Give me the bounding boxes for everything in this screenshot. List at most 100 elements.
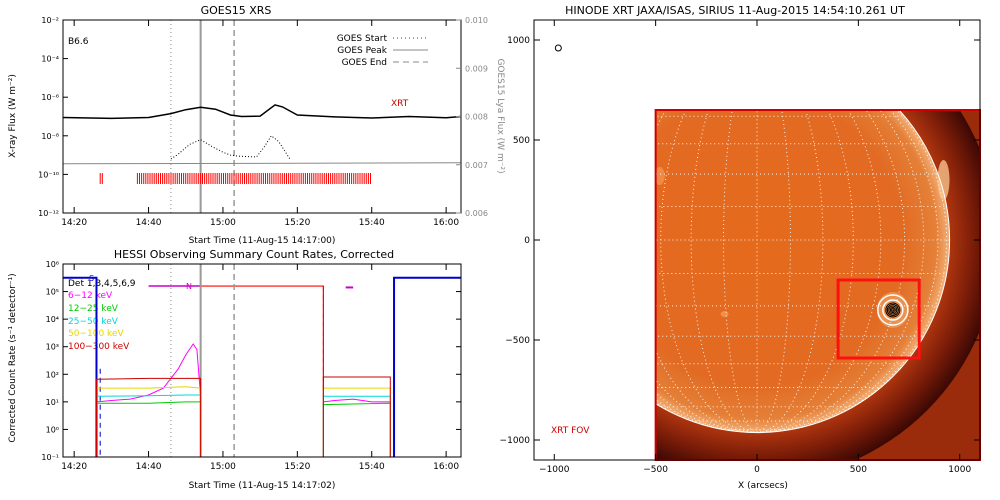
goes-ylabel: X-ray Flux (W m⁻²) [8,74,18,158]
xrt-panel: HINODE XRT JAXA/ISAS, SIRIUS 11-Aug-2015… [500,4,981,491]
hessi-legend-100-300: 100−300 keV [68,342,130,352]
xrt-x-tick-label: −1000 [539,465,570,475]
goes-title: GOES15 XRS [201,4,272,17]
hessi-legend-header: Det 1,3,4,5,6,9 [68,279,136,289]
goes-y-tick-label: 10⁻¹² [38,209,59,218]
xrt-bright-feature [720,311,729,317]
goes-legend-start: GOES Start [337,34,388,44]
xrt-x-tick-label: 1000 [948,465,971,475]
hessi-panel: HESSI Observing Summary Count Rates, Cor… [8,248,462,491]
goes-series-short [170,135,291,160]
hessi-plot-frame [62,263,462,458]
goes-legend-end: GOES End [342,58,387,68]
hessi-xlabel: Start Time (11-Aug-15 14:17:02) [189,481,336,491]
hessi-x-tick-label: 14:40 [136,462,162,472]
xrt-limb-brightening [937,160,950,200]
hessi-series-line [96,401,202,457]
goes-y-right-tick-label: 0.009 [465,64,488,73]
goes-xrt-label: XRT [391,99,409,109]
hessi-legend-6-12: 6−12 keV [68,291,113,301]
goes-x-tick-label: 14:40 [136,218,162,228]
xrt-source-contour [877,294,909,326]
goes-y-tick-label: 10⁻² [41,16,59,25]
goes-y-right-tick-label: 0.010 [465,16,488,25]
xrt-source-contour-inner [886,304,899,316]
xrt-source-contour [882,299,904,321]
hessi-y-tick-label: 10⁴ [46,315,59,324]
hessi-night-block-right [393,276,461,457]
xrt-source-contour-inner [885,302,901,318]
xrt-solar-limb [655,110,951,434]
hessi-saa-flag [200,285,324,457]
hessi-series-line [322,395,391,457]
goes-ylabel-right: GOES15 Lya Flux (W m⁻²) [495,58,505,173]
goes-y-tick-label: 10⁻¹⁰ [38,170,59,179]
xrt-longitude-line [756,110,791,433]
xrt-x-tick-label: −500 [643,465,668,475]
xrt-fov-label: XRT FOV [551,426,590,436]
hessi-series-line [322,376,391,457]
xrt-longitude-line [723,110,758,433]
goes-x-tick-label: 16:00 [433,218,459,228]
xrt-y-tick-label: −500 [505,336,530,346]
hessi-y-tick-label: 10¹ [46,398,59,407]
xrt-region-box [836,278,921,360]
hessi-y-tick-label: 10⁰ [46,425,59,434]
hessi-x-tick-label: 15:40 [359,462,385,472]
hessi-series-line [96,343,202,457]
hessi-series-line [322,398,391,457]
goes-y-right-tick-label: 0.008 [465,113,488,122]
goes-x-tick-label: 15:20 [284,218,310,228]
xrt-source-contour-inner [891,308,895,312]
goes-y-tick-label: 10⁻⁴ [41,55,59,64]
goes-x-tick-label: 15:00 [210,218,236,228]
xrt-longitude-line [756,110,947,433]
goes-legend: GOES Start GOES Peak GOES End [337,34,428,68]
goes-xlabel: Start Time (11-Aug-15 14:17:00) [189,236,336,246]
xrt-xlabel: X (arcsecs) [738,481,788,491]
goes-series-lya [62,162,462,165]
xrt-source-contour-inner [889,307,896,313]
goes-y-tick-label: 10⁻⁶ [41,93,59,102]
xrt-x-tick-label: 0 [754,465,760,475]
hessi-y-tick-label: 10⁵ [46,288,59,297]
hessi-title: HESSI Observing Summary Count Rates, Cor… [114,248,394,261]
hessi-x-tick-label: 15:20 [284,462,310,472]
xrt-x-tick-label: 500 [850,465,867,475]
xrt-image [655,110,980,460]
hessi-series-line [96,394,202,457]
xrt-y-tick-label: 500 [513,136,530,146]
xrt-bright-feature [655,167,665,185]
goes-x-tick-label: 14:20 [61,218,87,228]
goes-y-right-tick-label: 0.007 [465,161,488,170]
goes-y-tick-label: 10⁻⁸ [41,132,59,141]
hessi-y-tick-label: 10² [46,370,59,379]
goes-x-tick-label: 15:40 [359,218,385,228]
hessi-ylabel: Corrected Count Rate (s⁻¹ detector⁻¹) [8,273,18,442]
xrt-solar-disk [655,110,950,433]
goes-legend-peak: GOES Peak [337,46,387,56]
xrt-title: HINODE XRT JAXA/ISAS, SIRIUS 11-Aug-2015… [565,4,905,17]
hessi-series-line [322,387,391,457]
hessi-x-tick-label: 14:20 [61,462,87,472]
hessi-y-tick-label: 10³ [46,343,59,352]
xrt-y-tick-label: 1000 [507,36,530,46]
xrt-longitude-line [655,110,758,433]
hessi-legend: Det 1,3,4,5,6,9 6−12 keV 12−25 keV 25−50… [68,279,136,352]
goes-panel: GOES15 XRS B6.6 XRT GOES Start GOES Peak… [8,4,505,246]
xrt-y-tick-label: 0 [524,236,530,246]
hessi-legend-25-50: 25−50 keV [68,317,119,327]
xrt-source-contour-inner [888,305,898,315]
hessi-series-line [96,377,202,457]
xrt-active-region [876,292,909,328]
goes-y-right-tick-label: 0.006 [465,209,488,218]
xrt-longitude-line [756,110,905,433]
hessi-x-tick-label: 15:00 [210,462,236,472]
hessi-y-tick-label: 10⁻¹ [41,453,59,462]
goes-series-long [62,104,462,120]
xrt-heliographic-grid [655,110,950,433]
xrt-y-tick-label: −1000 [500,436,531,446]
goes-class-label: B6.6 [68,37,89,47]
hessi-legend-12-25: 12−25 keV [68,304,119,314]
